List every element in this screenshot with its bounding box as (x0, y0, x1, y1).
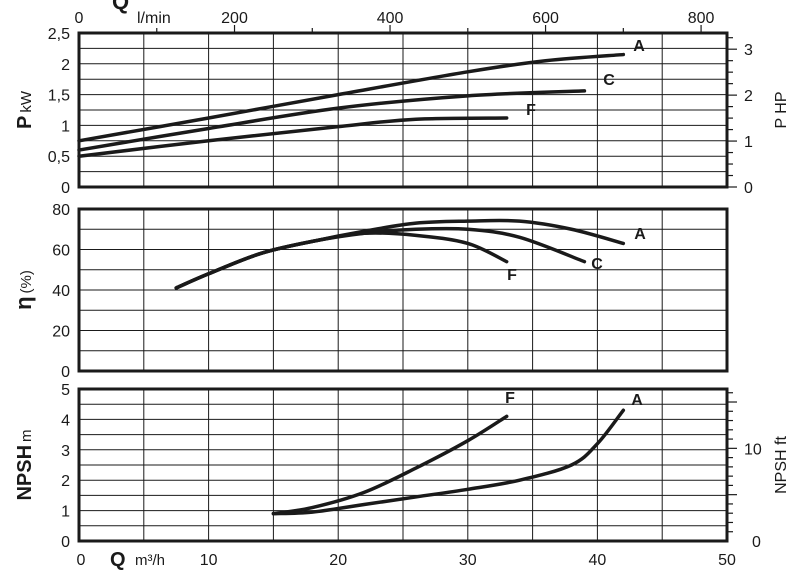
series-label-C: C (591, 256, 603, 273)
series-label-F: F (507, 267, 517, 284)
plot-frame (77, 387, 729, 543)
plot-frame (77, 207, 729, 373)
x-tick-label: 20 (329, 552, 347, 569)
y-tick-label: 0,5 (48, 149, 70, 166)
y-tick-label: 1 (61, 118, 70, 135)
x-axis-unit: m³/h (135, 552, 165, 569)
top-tick-label: 800 (688, 10, 715, 27)
top-tick-label: 0 (75, 10, 84, 27)
y2-tick-label: 1 (744, 134, 753, 151)
x-tick-label: 40 (589, 552, 607, 569)
y2-tick-label: 0 (752, 534, 761, 551)
y-tick-label: 2 (61, 57, 70, 74)
y-tick-label: 1 (61, 504, 70, 521)
y2-axis-label: NPSH ft (773, 436, 790, 494)
y-axis-label: η(%) (11, 270, 36, 310)
x-axis-label: Q (110, 549, 126, 571)
top-tick-label: 200 (221, 10, 248, 27)
x-tick-label: 30 (459, 552, 477, 569)
plot-frame (77, 31, 729, 189)
y-tick-label: 40 (52, 283, 70, 300)
chart-panel-3: 0 1 2 3 4 5 NPSHm 0 10 NPSH ft 0 10 20 30 40 50 Q m³/h F A (14, 382, 790, 571)
series-line-C (174, 226, 587, 290)
y-tick-label: 5 (61, 382, 70, 399)
series-line-F (77, 116, 509, 158)
x-tick-label: 0 (77, 552, 86, 569)
series-label-A: A (633, 38, 645, 55)
y2-tick-label: 2 (744, 88, 753, 105)
series-label-A: A (631, 392, 643, 409)
y-tick-label: 1,5 (48, 88, 70, 105)
series-line-A (77, 52, 626, 143)
chart-panel-2: 0 20 40 60 80 η(%) A C F (11, 202, 729, 381)
top-tick-label: 600 (532, 10, 559, 27)
y-tick-label: 80 (52, 202, 70, 219)
chart-panel-1: 0 0,5 1 1,5 2 2,5 PkW 0 1 2 3 P HP 0 200 400 600 800 Ql/m… (14, 0, 790, 197)
y-tick-label: 20 (52, 324, 70, 341)
y-tick-label: 3 (61, 443, 70, 460)
y2-tick-label: 3 (744, 42, 753, 59)
y-tick-label: 4 (61, 412, 70, 429)
top-tick-label: 400 (377, 10, 404, 27)
series-line-C (77, 89, 587, 152)
series-label-F: F (505, 390, 515, 407)
x-tick-label: 10 (200, 552, 218, 569)
y-tick-label: 0 (61, 534, 70, 551)
top-axis-unit: l/min (137, 10, 171, 27)
y-axis-label: NPSHm (14, 429, 36, 500)
series-label-C: C (603, 72, 615, 89)
series-label-A: A (634, 226, 646, 243)
x-tick-label: 50 (718, 552, 736, 569)
y2-tick-label: 0 (744, 180, 753, 197)
y-tick-label: 0 (61, 180, 70, 197)
series-line-A (271, 408, 626, 516)
series-label-F: F (526, 102, 536, 119)
series-line-F (271, 414, 509, 516)
y-axis-label: PkW (14, 90, 36, 129)
y-tick-label: 60 (52, 243, 70, 260)
y2-axis-label: P HP (773, 91, 790, 128)
y2-tick-label: 10 (744, 441, 762, 458)
series-line-F (174, 231, 509, 290)
y-tick-label: 2 (61, 473, 70, 490)
y-tick-label: 0 (61, 364, 70, 381)
top-axis-label: Q (112, 0, 129, 14)
y-tick-label: 2,5 (48, 26, 70, 43)
